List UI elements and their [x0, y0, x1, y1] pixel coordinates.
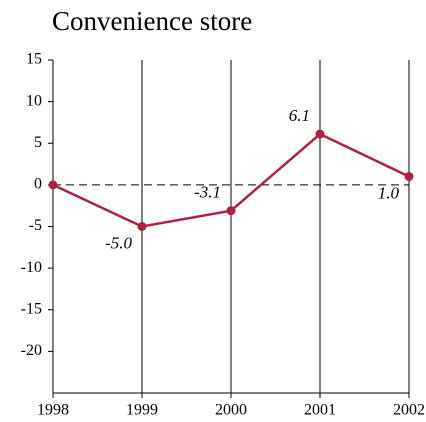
chart-title: Convenience store — [52, 6, 252, 36]
value-label: -3.1 — [194, 183, 221, 202]
y-tick-label: -10 — [21, 259, 42, 276]
point — [404, 172, 414, 182]
x-tick-label: 2002 — [393, 402, 425, 419]
y-tick-label: 10 — [26, 92, 42, 109]
y-tick-label: 5 — [34, 134, 42, 151]
point — [315, 129, 325, 139]
x-tick-label: 1998 — [37, 402, 69, 419]
y-tick-label: -5 — [29, 217, 42, 234]
value-label: -5.0 — [105, 233, 132, 252]
y-tick-label: -20 — [21, 342, 42, 359]
y-tick-label: 15 — [26, 51, 42, 68]
x-tick-label: 1999 — [126, 402, 158, 419]
point — [137, 222, 147, 231]
value-label: 6.1 — [289, 106, 310, 125]
point — [48, 180, 58, 190]
x-tick-label: 2000 — [215, 402, 247, 419]
y-tick-label: 0 — [34, 176, 42, 193]
point — [226, 206, 236, 216]
x-tick-label: 2001 — [304, 402, 336, 419]
y-tick-label: -15 — [21, 300, 42, 317]
value-label: 1.0 — [378, 183, 400, 202]
